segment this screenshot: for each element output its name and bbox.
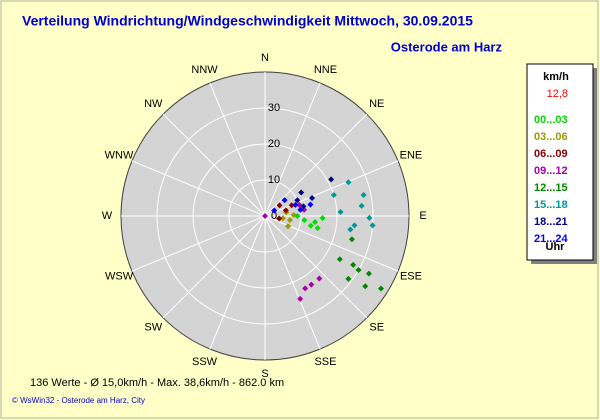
point — [276, 202, 283, 209]
point — [308, 281, 315, 288]
legend-title: km/h — [543, 71, 569, 83]
point — [316, 275, 323, 282]
point — [271, 207, 278, 214]
point — [330, 191, 337, 198]
r-tick-label: 20 — [268, 138, 280, 150]
point — [365, 270, 372, 277]
legend-entry: 00...03 — [534, 114, 568, 126]
point — [262, 213, 268, 219]
r-tick-label: 30 — [268, 102, 280, 114]
point — [351, 222, 358, 229]
point — [337, 209, 344, 216]
direction-label: NE — [369, 98, 384, 110]
direction-label: E — [419, 210, 426, 222]
point — [319, 215, 326, 222]
point — [288, 202, 295, 209]
footer: 136 Werte - Ø 15,0km/h - Max. 38,6km/h -… — [30, 377, 284, 389]
chart-subtitle: Osterode am Harz — [391, 39, 503, 54]
point — [358, 202, 365, 209]
spoke — [264, 215, 321, 350]
direction-label: WSW — [105, 270, 134, 282]
point — [292, 201, 299, 208]
legend-entry: 21...24 — [534, 233, 569, 245]
point — [312, 219, 319, 226]
point — [307, 201, 314, 208]
direction-label: N — [261, 52, 269, 64]
legend-entry: 18...21 — [534, 216, 568, 228]
spoke — [162, 215, 266, 319]
point — [309, 194, 316, 201]
point — [279, 215, 286, 222]
point — [282, 207, 289, 214]
spoke — [162, 113, 266, 217]
direction-label: NNW — [191, 64, 218, 76]
point — [350, 261, 357, 268]
point — [345, 179, 352, 186]
direction-label: ESE — [400, 270, 422, 282]
current-speed: 12,8 — [547, 88, 568, 100]
point — [366, 214, 373, 221]
direction-label: SSE — [314, 356, 336, 368]
direction-label: WNW — [105, 149, 134, 161]
point — [328, 176, 335, 183]
point — [285, 223, 292, 230]
legend-box — [526, 63, 594, 261]
spoke — [131, 160, 266, 217]
point — [314, 225, 321, 232]
point — [302, 285, 309, 292]
direction-label: NW — [144, 98, 163, 110]
legend-entry: 09...12 — [534, 165, 568, 177]
point — [301, 217, 308, 224]
point — [345, 275, 352, 282]
point — [307, 222, 314, 229]
direction-label: ENE — [400, 149, 423, 161]
point — [355, 267, 362, 273]
spoke — [264, 82, 321, 217]
direction-label: SE — [369, 322, 384, 334]
spoke — [209, 82, 266, 217]
legend-entry: 12...15 — [534, 182, 568, 194]
legend-entry: 06...09 — [534, 148, 568, 160]
r-tick-label: 10 — [268, 174, 280, 186]
direction-label: SW — [144, 322, 162, 334]
point — [281, 197, 288, 204]
spoke — [131, 215, 266, 272]
point — [336, 256, 343, 263]
point — [360, 192, 367, 199]
direction-label: W — [102, 210, 113, 222]
point — [286, 216, 293, 223]
point — [300, 203, 307, 210]
spoke — [264, 160, 399, 217]
point — [298, 189, 305, 196]
credit: © WsWin32 - Osterode am Harz, City — [12, 396, 145, 405]
legend-entry: 03...06 — [534, 131, 568, 143]
chart-title: Verteilung Windrichtung/Windgeschwindigk… — [22, 13, 473, 29]
point — [348, 236, 355, 243]
point — [297, 295, 304, 302]
direction-label: S — [261, 368, 268, 380]
point — [276, 215, 283, 222]
direction-label: SSW — [192, 356, 218, 368]
point — [362, 283, 369, 290]
spoke — [264, 215, 368, 319]
point — [290, 211, 297, 218]
direction-label: NNE — [314, 64, 337, 76]
point — [294, 197, 301, 204]
r-tick-label: 0 — [271, 210, 277, 222]
point — [369, 222, 376, 229]
legend-entry: 15...18 — [534, 199, 568, 211]
point — [347, 226, 354, 233]
point — [297, 206, 304, 213]
spoke — [209, 215, 266, 350]
point — [378, 285, 385, 292]
legend-unit: Uhr — [546, 241, 566, 253]
spoke — [264, 113, 368, 217]
